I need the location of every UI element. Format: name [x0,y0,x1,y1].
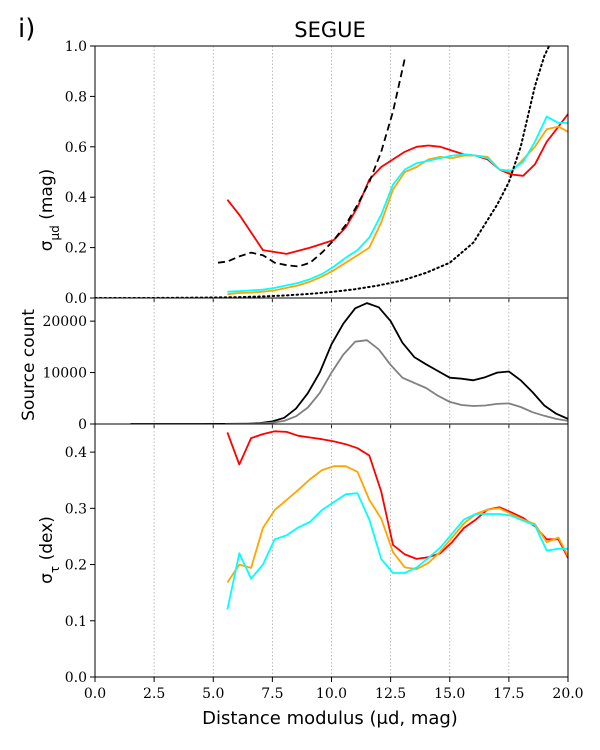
top-series-red [226,113,568,255]
chart-title: SEGUE [294,18,366,42]
bottom-y-ticks: 0.0 0.1 0.2 0.3 0.4 [65,445,95,686]
middle-vertical-guides [153,298,510,424]
bottom-series [226,430,568,610]
x-tick-label: 12.5 [375,686,406,702]
panel-top: 0.0 0.2 0.4 0.6 0.8 1.0 σμd (mag) [37,39,569,307]
x-tick-label: 15.0 [434,686,465,702]
top-y-tick-label: 0.2 [65,241,87,257]
middle-y-tick-label: 10000 [42,366,87,382]
x-tick-label: 17.5 [493,686,524,702]
top-y-tick-label: 0.0 [65,291,87,307]
bottom-y-tick-label: 0.3 [65,501,87,517]
top-series-dashed-black [217,58,406,268]
bottom-x-ticks: 0.0 2.5 5.0 7.5 10.0 12.5 15.0 17.5 20.0 [84,677,584,702]
panel-middle: 0 10000 20000 Source count [19,297,569,433]
middle-y-tick-label: 20000 [42,314,87,330]
top-y-tick-label: 1.0 [65,39,87,55]
middle-y-ticks: 0 10000 20000 [42,314,569,433]
top-series-orange [227,125,568,296]
panel-label: i) [18,14,35,44]
top-series-cyan [227,115,568,293]
bottom-y-tick-label: 0.2 [65,558,87,574]
bottom-vertical-guides [153,424,510,677]
top-y-tick-label: 0.4 [65,190,87,206]
x-tick-label: 20.0 [552,686,583,702]
bottom-series-red [226,430,568,560]
top-y-tick-label: 0.6 [65,140,87,156]
x-tick-label: 5.0 [202,686,224,702]
middle-y-tick-label: 0 [78,417,87,433]
middle-y-axis-label: Source count [19,309,39,421]
panel-bottom: 0.0 0.1 0.2 0.3 0.4 0.0 2.5 5.0 7.5 10.0 12.5 15.0… [37,423,584,702]
bottom-y-tick-label: 0.0 [65,670,87,686]
middle-series [130,302,568,424]
x-tick-label: 10.0 [316,686,347,702]
x-tick-label: 7.5 [261,686,283,702]
x-tick-label: 0.0 [84,686,106,702]
x-tick-label: 2.5 [143,686,165,702]
top-y-tick-label: 0.8 [65,89,87,105]
bottom-series-cyan [226,492,568,610]
top-series-dotted-black [95,46,551,298]
top-y-axis-label: σμd (mag) [37,169,62,251]
bottom-y-tick-label: 0.1 [65,614,87,630]
bottom-series-orange [226,465,568,583]
top-y-ticks: 0.0 0.2 0.4 0.6 0.8 1.0 [65,39,569,307]
top-vertical-guides [153,46,510,298]
bottom-y-axis-label: στ (dex) [37,516,62,584]
middle-series-black [130,302,568,424]
bottom-y-tick-label: 0.4 [65,445,87,461]
middle-series-gray [225,339,568,424]
x-axis-label: Distance modulus (μd, mag) [202,708,458,729]
